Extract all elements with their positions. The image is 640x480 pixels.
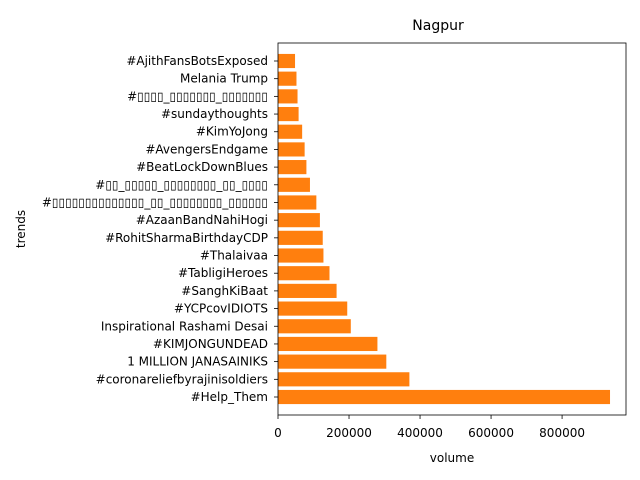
bar [278,266,330,281]
y-tick-label: #AvengersEndgame [145,142,268,156]
bar [278,389,611,405]
bar [278,354,387,369]
y-tick-label: #KimYoJong [196,125,268,139]
bar [278,53,296,69]
y-tick-label: #KIMJONGUNDEAD [153,337,268,351]
x-axis-label: volume [430,451,474,465]
y-tick-label: #SanghKiBaat [181,284,268,298]
plot-frame [277,42,627,416]
y-tick-label: #sundaythoughts [161,107,268,121]
y-tick-label: #Thalaivaa [200,249,268,263]
bar [278,106,299,122]
y-tick-label: #AzaanBandNahiHogi [136,213,268,227]
bar [278,319,351,334]
x-tick-label: 400000 [397,426,443,440]
y-tick-label: Melania Trump [180,72,268,86]
bar [278,372,410,387]
bar [278,283,337,298]
bar [278,89,298,104]
y-tick-label: 1 MILLION JANASAINIKS [127,355,268,369]
chart-title: Nagpur [412,18,464,34]
y-tick-label: #BeatLockDownBlues [136,160,268,174]
bar [278,160,307,175]
y-tick-label: #RohitSharmaBirthdayCDP [105,231,268,245]
bar [278,336,378,352]
bar [278,230,323,245]
bars-group [278,53,611,405]
y-tick-label: #YCPcovIDIOTS [174,302,268,316]
y-tick-label: #AjithFansBotsExposed [126,54,268,68]
bar [278,142,305,157]
bar [278,248,324,263]
bar [278,301,348,316]
bar [278,213,320,228]
y-tick-label: #TabligiHeroes [178,266,268,280]
bar [278,124,303,139]
y-tick-label: Inspirational Rashami Desai [101,319,268,333]
y-tick-label: #coronareliefbyrajinisoldiers [96,372,268,386]
y-tick-label: #▯▯▯▯_▯▯▯▯▯▯▯_▯▯▯▯▯▯▯ [127,89,268,103]
y-tick-label: #▯▯_▯▯▯▯▯_▯▯▯▯▯▯▯▯_▯▯_▯▯▯▯ [95,178,268,192]
y-tick-label: #▯▯▯▯▯▯▯▯▯▯▯▯▯▯_▯▯_▯▯▯▯▯▯▯▯_▯▯▯▯▯▯ [42,195,268,209]
x-tick-label: 0 [274,426,282,440]
x-tick-label: 600000 [468,426,514,440]
x-ticks: 0 200000 400000 600000 800000 [274,415,585,440]
x-tick-label: 200000 [326,426,372,440]
y-tick-labels: #Help_Them #coronareliefbyrajinisoldiers 1… [42,54,278,404]
bar [278,195,317,210]
bar [278,177,310,192]
x-tick-label: 800000 [539,426,585,440]
y-axis-label: trends [14,210,28,248]
bar [278,71,297,86]
y-tick-label: #Help_Them [191,390,268,404]
